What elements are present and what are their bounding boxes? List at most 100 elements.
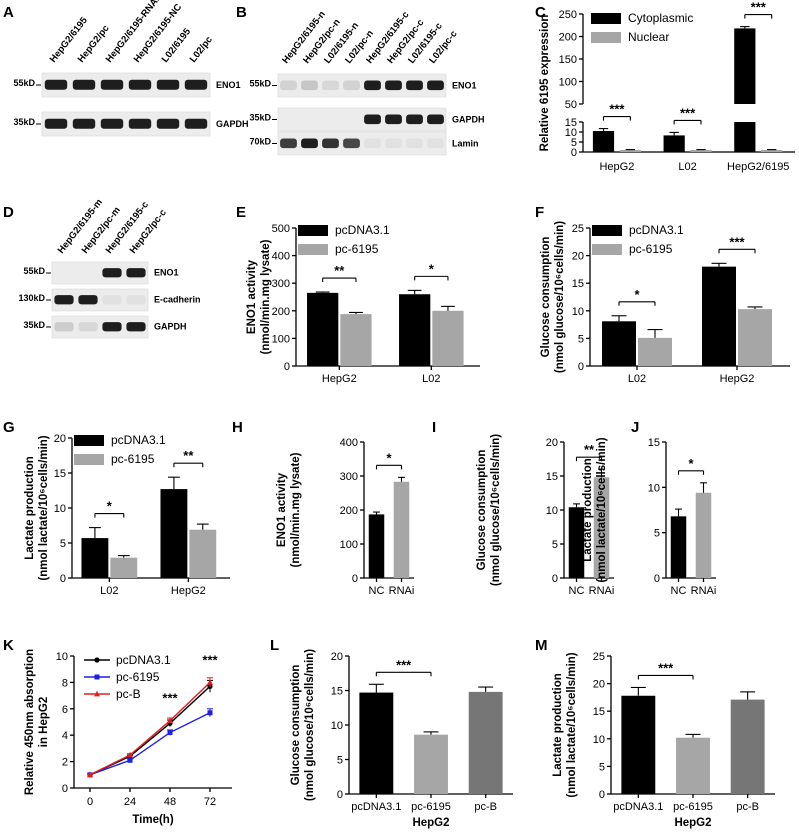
blot-d-band [78,322,98,332]
blot-a-protein-label: GAPDH [216,119,249,129]
chart-g-sig-label: * [107,499,113,514]
blot-d-protein-label: GAPDH [154,322,187,332]
panel-label-b: B [236,4,247,21]
blot-a-band [44,79,68,90]
blot-a-band [44,118,68,129]
chart-i-sig-label: ** [584,442,595,457]
blot-b-band [280,80,297,91]
chart-m-x-tick-label: pc-6195 [673,801,713,813]
chart-e-sig-label: * [429,261,435,276]
chart-j-y-tick-label: 5 [654,528,660,540]
chart-f-legend-swatch [592,225,622,236]
chart-i-y-tick-label: 15 [546,471,558,483]
chart-g-legend-swatch [74,454,104,465]
chart-l-bar [414,734,448,794]
chart-k-point [167,717,173,724]
blot-d-band [54,295,74,305]
chart-k-x-tick-label: 0 [87,796,93,808]
blot-a-band [128,118,152,129]
blot-a-band [128,79,152,90]
chart-h-y-tick-label: 0 [352,573,358,585]
chart-c-x-tick-label: HepG2/6195 [727,161,789,173]
chart-g-legend-label: pcDNA3.1 [111,433,166,447]
chart-e-legend-label: pcDNA3.1 [335,223,390,237]
chart-k-sig-label: *** [202,652,218,667]
chart-f-sig-label: *** [729,234,745,249]
chart-m-y-tick-label: 25 [593,651,605,663]
chart-k-legend-marker [94,690,100,697]
chart-c-y-tick-label: 150 [559,54,577,66]
chart-c-legend-swatch [591,13,621,24]
chart-f-bar [738,309,772,366]
chart-m-y-tick-label: 10 [593,734,605,746]
chart-e-sig-label: ** [334,263,345,278]
chart-g-sig-label: ** [183,448,194,463]
chart-i-y-label: Glucose consumption [476,450,488,571]
blot-b-band [301,138,318,149]
chart-g-bar [189,529,217,578]
chart-l-x-tick-label: pcDNA3.1 [351,801,401,813]
blot-d-band [78,295,98,305]
blot-b-band [385,114,402,125]
chart-g-y-tick-label: 15 [54,468,66,480]
chart-c-bar [619,150,641,152]
chart-c-bar [734,122,756,152]
chart-k-sig-label: *** [162,691,178,706]
chart-k-series-line [89,712,211,776]
blot-a-band [184,79,208,90]
blot-d-band [102,295,122,305]
chart-m-x-tick-label: pc-B [736,801,759,813]
chart-f-y-tick-label: 10 [572,306,584,318]
chart-e-y-tick-label: 200 [272,306,290,318]
blot-a-band [156,79,180,90]
chart-j-x-tick-label: RNAi [691,585,717,597]
blot-b-band [364,114,381,125]
chart-h-x-tick-label: RNAi [389,585,415,597]
blot-b-band [385,138,402,149]
chart-k-y-label: Relative 450nm absorption [24,649,36,795]
chart-f-bar [638,337,672,366]
chart-h-y-label: ENO1 activity [276,472,288,547]
chart-e-y-tick-label: 0 [284,361,290,373]
chart-e-y-label: ENO1 activity [246,259,258,334]
chart-l-x-label: HepG2 [412,817,449,829]
blot-b-band [364,80,381,91]
chart-h-y-tick-label: 400 [340,437,358,449]
blot-a-mw-marker: 55kD [13,78,35,88]
blot-d-band [126,268,146,278]
chart-l-bar [359,692,394,794]
panel-label-j: J [631,419,639,436]
chart-l-y-tick-label: 15 [331,686,343,698]
chart-m-y-label: Lactate production [552,673,564,777]
panel-label-g: G [3,419,15,436]
chart-c-bar [734,28,756,104]
blot-d-membrane [51,261,149,285]
chart-c-y-tick-label: 0 [571,147,577,159]
blot-b-band [301,80,318,91]
chart-c-legend-swatch [591,32,621,43]
chart-c-y-tick-label: 5 [571,137,577,149]
chart-k-point [207,710,213,716]
blot-d-mw-marker: 55kD [23,266,45,276]
chart-i-y-tick-label: 10 [546,505,558,517]
blot-b-protein-label: ENO1 [452,80,477,90]
chart-m-bar [730,699,765,794]
chart-k-x-tick-label: 72 [204,796,216,808]
blot-b-protein-label: Lamin [452,138,479,148]
chart-f-y-tick-label: 5 [578,333,584,345]
chart-g-bar [110,557,138,578]
chart-k-y-tick-label: 8 [62,677,68,689]
chart-h-x-tick-label: NC [369,585,385,597]
chart-e-x-tick-label: HepG2 [322,373,357,385]
blot-a-band [184,118,208,129]
chart-l-y-tick-label: 20 [331,651,343,663]
chart-m-y-tick-label: 5 [599,761,605,773]
chart-f-y-tick-label: 0 [578,361,584,373]
chart-e-bar [432,310,464,366]
chart-m-bar [676,737,710,794]
chart-h-y-tick-label: 100 [340,539,358,551]
chart-i-y-tick-label: 5 [552,539,558,551]
panel-label-d: D [3,204,14,221]
chart-m-y-tick-label: 20 [593,679,605,691]
